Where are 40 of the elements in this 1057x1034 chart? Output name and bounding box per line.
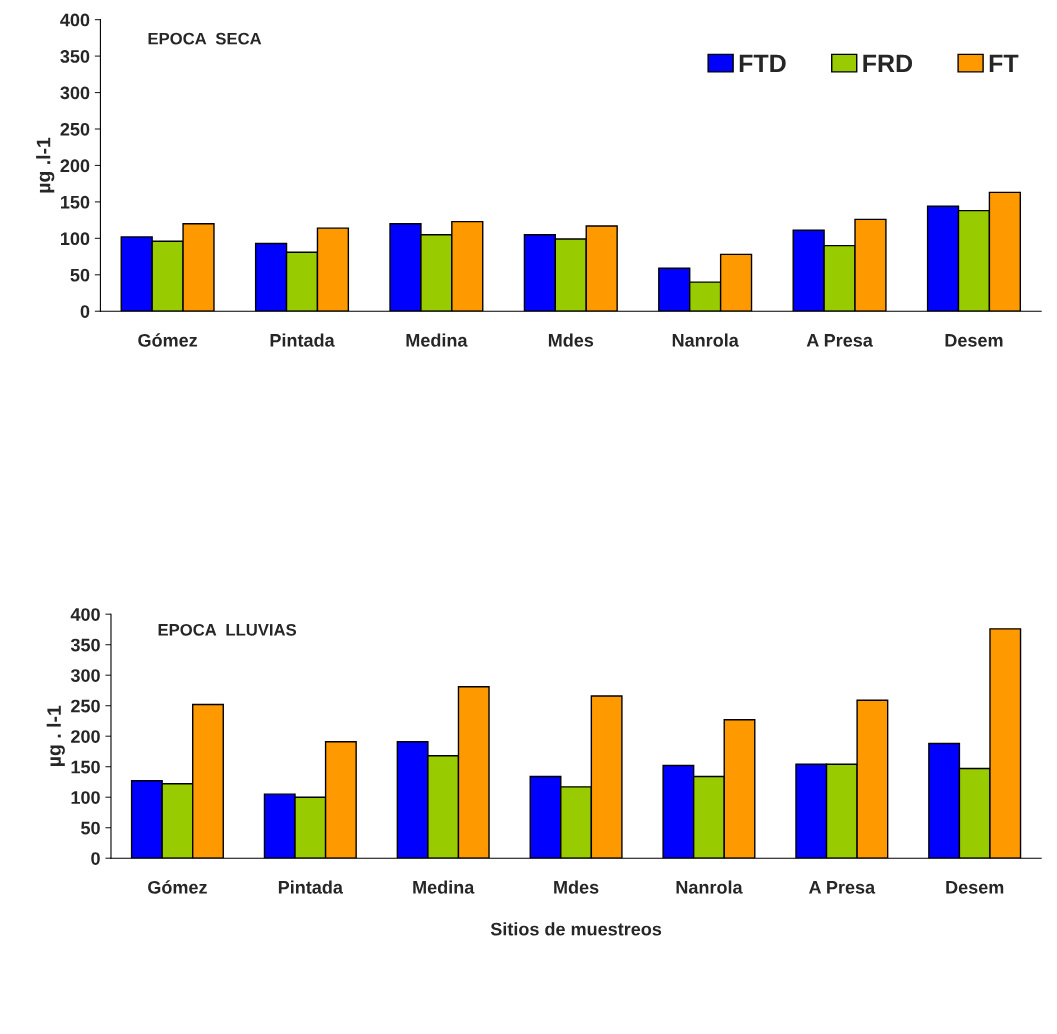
y-axis-title: µg . l-1 xyxy=(46,705,65,766)
y-tick-label: 0 xyxy=(91,852,100,865)
y-tick-label: 200 xyxy=(71,730,100,743)
x-tick-label: Medina xyxy=(406,333,468,347)
x-tick-label: Nanrola xyxy=(672,333,739,347)
y-tick-label: 0 xyxy=(80,305,90,318)
legend-label: FRD xyxy=(863,54,913,72)
y-tick-label: 150 xyxy=(61,195,90,209)
legend-label: FT xyxy=(989,54,1019,72)
x-tick-label: Mdes xyxy=(554,880,599,894)
y-tick-label: 250 xyxy=(71,699,100,713)
y-tick-label: 250 xyxy=(60,122,90,136)
x-tick-label: Gómez xyxy=(138,333,198,347)
text: EPOCA SECA xyxy=(148,32,262,45)
y-tick-label: 350 xyxy=(60,50,90,63)
y-tick-label: 300 xyxy=(60,86,90,100)
x-tick-label: Gómez xyxy=(148,880,207,894)
x-tick-label: Nanrola xyxy=(676,880,743,894)
x-tick-label: Pintada xyxy=(270,333,335,347)
legend-label: FTD xyxy=(739,54,786,72)
y-tick-label: 300 xyxy=(70,669,100,682)
y-tick-label: 400 xyxy=(60,13,90,27)
x-tick-label: A Presa xyxy=(806,334,873,347)
y-tick-label: 150 xyxy=(71,760,100,774)
y-tick-label: 200 xyxy=(60,159,90,173)
x-tick-label: Desem xyxy=(946,881,1004,894)
x-tick-label: Mdes xyxy=(548,333,594,347)
x-tick-label: A Presa xyxy=(808,881,876,894)
y-axis-title: µg .l-1 xyxy=(36,137,55,193)
y-tick-label: 100 xyxy=(61,232,90,246)
chart-title: EPOCA LLUVIAS xyxy=(158,623,297,636)
y-tick-label: 400 xyxy=(70,608,100,621)
x-tick-label: Desem xyxy=(945,334,1003,347)
x-tick-label: Pintada xyxy=(278,880,344,894)
y-tick-label: 350 xyxy=(70,638,100,652)
y-tick-label: 50 xyxy=(81,821,100,835)
y-tick-label: 100 xyxy=(71,791,100,804)
x-tick-label: Medina xyxy=(413,880,475,894)
y-tick-label: 50 xyxy=(70,268,90,282)
x-axis-title: Sitios de muestreos xyxy=(490,922,662,936)
